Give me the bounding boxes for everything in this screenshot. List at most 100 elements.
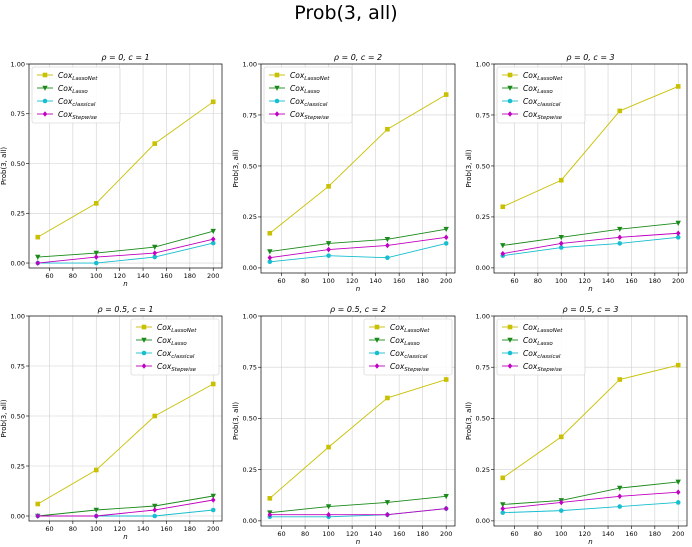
legend-marker-lasso [507,85,513,91]
legend: CoxLassoNet CoxLasso Coxclassical CoxStepwi… [31,66,121,124]
data-point-lasso [500,502,506,508]
legend-box [496,66,586,124]
data-point-stepwise [500,250,506,257]
legend-marker-stepwise [507,111,513,117]
x-tick-label: 200 [207,272,219,280]
panel-1: 60 80 100 120 140 160 180 200 0.00 0.25 0.50 0.75 1.… [0,53,223,288]
legend-marker-lasso [507,337,513,343]
data-point-lassonet [210,381,216,387]
x-axis-label: n [356,285,360,293]
data-point-lassonet [152,141,158,146]
legend-label-classical: Coxclassical [157,349,195,360]
y-tick-label: 0.00 [11,259,25,267]
x-tick-label: 180 [416,530,428,538]
panel-title: ρ = 0.5, c = 1 [98,305,154,314]
series-line-lassonet [37,383,214,505]
series-line-stepwise [269,236,447,259]
series-classical [500,235,681,258]
data-point-stepwise [443,234,449,241]
plot-frame [493,315,688,527]
figure-title: Prob(3, all) [294,2,397,24]
legend-marker-stepwise [274,111,280,117]
data-point-stepwise [326,246,331,253]
x-tick-label: 120 [578,530,590,538]
y-tick-label: 1.00 [243,60,257,68]
series-line-classical [502,236,679,257]
legend-label-stepwise: CoxStepwise [290,110,330,121]
legend: CoxLassoNet CoxLasso Coxclassical CoxStepwi… [263,66,353,124]
series-lassonet [500,84,681,210]
panel-3: 60 80 100 120 140 160 180 200 0.00 0.25 0.50 0.75 1.… [465,53,688,293]
legend: CoxLassoNet CoxLasso Coxclassical CoxStepwi… [496,318,586,376]
x-tick-label: 60 [510,530,518,538]
x-tick-label: 200 [672,277,684,285]
y-tick-label: 0.50 [243,415,257,423]
data-point-stepwise [443,505,449,512]
data-point-stepwise [558,240,564,247]
series-stepwise [267,234,449,261]
legend-marker-stepwise [507,363,513,369]
data-point-stepwise [210,497,216,503]
x-tick-label: 60 [277,530,285,538]
data-point-lasso [384,237,391,243]
plot-frame [28,63,223,269]
data-point-stepwise [385,242,390,249]
y-tick-label: 0.50 [11,160,25,168]
x-tick-label: 60 [277,277,285,285]
x-tick-label: 80 [301,530,309,538]
legend-label-classical: Coxclassical [58,97,96,108]
y-tick-label: 0.00 [243,517,257,525]
y-tick-label: 0.75 [476,364,490,372]
series-classical [267,241,449,265]
y-tick-label: 1.00 [476,312,490,320]
data-point-classical [617,241,623,246]
x-axis-label: n [123,280,127,288]
legend-marker-lassonet [507,72,513,78]
plot-frame [493,63,688,274]
y-tick-label: 0.00 [476,264,490,272]
data-point-lasso [675,479,681,485]
data-point-stepwise [500,505,506,512]
y-tick-label: 0.50 [243,162,257,170]
legend: CoxLassoNet CoxLasso Coxclassical CoxStepwi… [496,66,586,124]
x-tick-label: 200 [440,530,452,538]
x-tick-label: 60 [45,525,53,533]
plot-frame [28,315,223,522]
y-tick-label: 0.25 [243,466,257,474]
panel-title: ρ = 0, c = 3 [566,53,614,62]
series-lassonet [35,381,216,507]
legend-label-lassonet: CoxLassoNet [523,71,563,82]
data-point-stepwise [326,511,331,518]
data-point-stepwise [35,260,41,266]
legend-marker-lassonet [274,72,280,78]
x-tick-label: 60 [510,277,518,285]
y-axis-label: Prob(3, all) [0,147,8,185]
data-point-lassonet [617,108,623,114]
series-line-lasso [269,228,447,253]
x-tick-label: 80 [534,530,542,538]
y-axis-label: Prob(3, all) [232,402,240,440]
legend-marker-lassonet [374,324,380,330]
series-line-stepwise [269,508,447,516]
data-point-lasso [325,504,332,510]
panel-6: 60 80 100 120 140 160 180 200 0.00 0.25 0.50 0.75 1.… [465,305,688,546]
y-axis-label: Prob(3, all) [0,399,8,437]
panel-title: ρ = 0.5, c = 3 [563,305,619,314]
panel-5: 60 80 100 120 140 160 180 200 0.00 0.25 0.50 0.75 1.… [232,305,456,546]
data-point-lasso [35,254,41,260]
data-point-lasso [384,500,391,506]
data-point-lasso [267,249,273,255]
legend-marker-lasso [42,85,48,91]
legend-marker-lassonet [42,72,48,78]
data-point-classical [326,253,331,258]
data-point-lassonet [267,230,273,236]
data-point-stepwise [675,489,681,495]
legend-label-lasso: CoxLasso [157,336,187,347]
legend-label-lasso: CoxLasso [58,84,88,95]
legend-label-classical: Coxclassical [523,97,561,108]
x-tick-label: 80 [534,277,542,285]
y-tick-label: 0.50 [11,412,25,420]
x-tick-label: 140 [137,272,149,280]
series-lasso [35,493,216,519]
legend-marker-classical [42,98,48,104]
